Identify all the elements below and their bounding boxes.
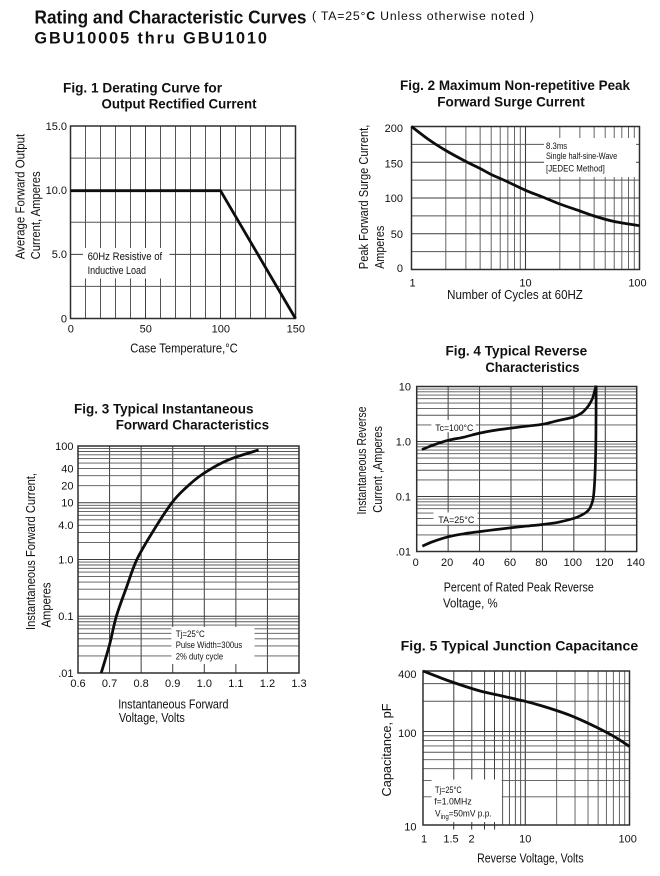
svg-text:.01: .01: [396, 546, 411, 558]
svg-text:1.2: 1.2: [260, 678, 275, 690]
svg-text:GBU10005 thru GBU1010: GBU10005 thru GBU1010: [34, 30, 268, 48]
svg-text:0.7: 0.7: [102, 678, 117, 690]
svg-text:15.0: 15.0: [46, 121, 67, 133]
svg-text:200: 200: [385, 123, 403, 135]
svg-text:Amperes: Amperes: [372, 225, 387, 268]
svg-text:20: 20: [61, 481, 73, 493]
svg-text:60Hz Resistive of: 60Hz Resistive of: [88, 251, 163, 263]
svg-text:1.3: 1.3: [291, 678, 306, 690]
svg-text:10: 10: [404, 821, 416, 833]
svg-text:Peak Forward Surge Current,: Peak Forward Surge Current,: [356, 125, 371, 270]
svg-text:Single half-sine-Wave: Single half-sine-Wave: [546, 151, 617, 162]
svg-text:0: 0: [413, 557, 419, 569]
svg-text:0: 0: [68, 323, 74, 335]
svg-text:Voltage, Volts: Voltage, Volts: [119, 710, 185, 725]
svg-text:0: 0: [61, 313, 67, 325]
svg-text:f=1.0MHz: f=1.0MHz: [434, 796, 472, 807]
svg-text:Instantaneous Forward Current,: Instantaneous Forward Current,: [23, 473, 38, 630]
svg-text:150: 150: [287, 323, 305, 335]
svg-text:8.3ms: 8.3ms: [546, 141, 567, 152]
svg-text:Number of Cycles at 60HZ: Number of Cycles at 60HZ: [447, 287, 583, 302]
svg-text:Tj=25°C: Tj=25°C: [176, 629, 205, 640]
svg-text:Output Rectified Current: Output Rectified Current: [102, 96, 257, 112]
svg-text:Characteristics: Characteristics: [485, 359, 579, 375]
svg-text:Capacitance, pF: Capacitance, pF: [379, 703, 394, 796]
svg-text:100: 100: [619, 834, 637, 846]
svg-text:Fig. 2 Maximum Non-repetitive: Fig. 2 Maximum Non-repetitive Peak: [400, 77, 630, 93]
svg-text:Forward Characteristics: Forward Characteristics: [116, 416, 270, 432]
svg-text:Fig. 5 Typical Junction Capaci: Fig. 5 Typical Junction Capacitance: [401, 638, 639, 654]
svg-text:Reverse Voltage, Volts: Reverse Voltage, Volts: [477, 851, 584, 866]
svg-text:Case Temperature,°C: Case Temperature,°C: [130, 341, 238, 356]
svg-text:10: 10: [399, 381, 411, 393]
svg-text:1: 1: [410, 277, 416, 289]
svg-text:( TA=25°C Unless otherwise not: ( TA=25°C Unless otherwise noted ): [312, 9, 535, 23]
svg-text:Current, Amperes: Current, Amperes: [28, 171, 43, 259]
svg-text:80: 80: [535, 557, 547, 569]
svg-text:50: 50: [140, 323, 152, 335]
svg-text:100: 100: [385, 193, 403, 205]
svg-text:Voltage, %: Voltage, %: [443, 596, 498, 611]
svg-text:Fig. 3 Typical Instantaneous: Fig. 3 Typical Instantaneous: [74, 401, 254, 417]
svg-text:10: 10: [519, 277, 531, 289]
svg-text:0.1: 0.1: [58, 611, 73, 623]
svg-text:2: 2: [468, 834, 474, 846]
svg-text:[JEDEC Method]: [JEDEC Method]: [546, 164, 605, 175]
svg-text:150: 150: [385, 158, 403, 170]
svg-text:10: 10: [519, 834, 531, 846]
svg-text:140: 140: [627, 557, 645, 569]
svg-text:60: 60: [504, 557, 516, 569]
svg-text:0.6: 0.6: [70, 678, 85, 690]
svg-text:1.0: 1.0: [58, 554, 73, 566]
svg-text:.01: .01: [58, 668, 73, 680]
svg-text:Current ,Amperes: Current ,Amperes: [370, 426, 385, 513]
svg-text:100: 100: [628, 277, 646, 289]
svg-text:100: 100: [212, 323, 230, 335]
svg-text:Forward Surge Current: Forward Surge Current: [437, 94, 585, 110]
svg-text:Percent of Rated Peak Reverse: Percent of Rated Peak Reverse: [444, 579, 594, 594]
svg-text:Pulse Width=300us: Pulse Width=300us: [176, 640, 243, 651]
svg-text:Fig. 1 Derating Curve for: Fig. 1 Derating Curve for: [63, 80, 223, 96]
svg-text:Average Forward Output: Average Forward Output: [13, 133, 28, 259]
svg-text:Rating and Characteristic Curv: Rating and Characteristic Curves: [35, 6, 307, 27]
svg-text:400: 400: [398, 669, 416, 681]
svg-text:4.0: 4.0: [58, 520, 73, 532]
svg-text:Instantaneous Forward: Instantaneous Forward: [118, 696, 228, 711]
svg-text:10.0: 10.0: [46, 185, 67, 197]
svg-text:Inductive Load: Inductive Load: [88, 265, 146, 277]
svg-text:Tj=25°C: Tj=25°C: [435, 785, 462, 796]
svg-text:20: 20: [441, 557, 453, 569]
svg-text:100: 100: [564, 557, 582, 569]
svg-text:10: 10: [61, 498, 73, 510]
svg-text:0.1: 0.1: [396, 491, 411, 503]
svg-text:0.8: 0.8: [133, 678, 148, 690]
svg-text:40: 40: [472, 557, 484, 569]
svg-text:Instantaneous Reverse: Instantaneous Reverse: [354, 407, 369, 515]
svg-text:1.1: 1.1: [228, 678, 243, 690]
svg-text:1: 1: [421, 834, 427, 846]
svg-text:2% duty cycle: 2% duty cycle: [176, 652, 224, 663]
svg-text:0: 0: [397, 263, 403, 275]
svg-text:1.5: 1.5: [443, 834, 458, 846]
svg-text:5.0: 5.0: [52, 249, 67, 261]
svg-text:100: 100: [55, 441, 73, 453]
svg-text:Amperes: Amperes: [38, 582, 53, 627]
svg-text:1.0: 1.0: [197, 678, 212, 690]
svg-text:Fig. 4 Typical Reverse: Fig. 4 Typical Reverse: [446, 343, 588, 359]
svg-text:1.0: 1.0: [396, 436, 411, 448]
svg-text:40: 40: [61, 463, 73, 475]
svg-text:0.9: 0.9: [165, 678, 180, 690]
svg-text:50: 50: [391, 229, 403, 241]
svg-text:100: 100: [398, 728, 416, 740]
svg-text:Ving=50mV p.p.: Ving=50mV p.p.: [435, 808, 492, 821]
svg-text:120: 120: [595, 557, 613, 569]
svg-text:Tc=100°C: Tc=100°C: [435, 423, 473, 434]
svg-text:TA=25°C: TA=25°C: [438, 515, 474, 526]
